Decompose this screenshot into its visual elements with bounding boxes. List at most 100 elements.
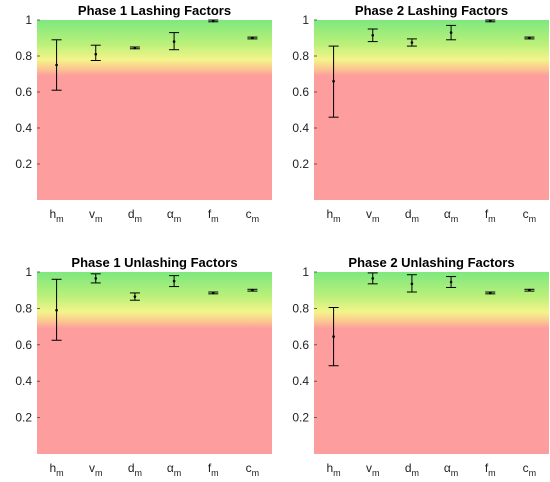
error-bar xyxy=(446,24,457,41)
y-tick-label: 0.6 xyxy=(292,85,309,99)
chart-panel-1: Phase 1 Lashing Factors 0.2 0.4 0.6 0.8 1 hm vm… xyxy=(15,3,272,224)
error-bar xyxy=(485,19,496,23)
mean-point xyxy=(251,36,254,40)
error-bar xyxy=(247,288,258,292)
x-tick-label: fm xyxy=(485,207,496,224)
y-tick-label: 0.8 xyxy=(15,49,32,63)
error-bar xyxy=(406,274,417,293)
x-tick-label: dm xyxy=(128,207,142,224)
error-bar xyxy=(169,32,180,51)
y-tick-label: 1 xyxy=(25,13,32,27)
y-tick-label: 0.2 xyxy=(292,157,309,171)
mean-point xyxy=(172,279,176,283)
y-tick-label: 0.6 xyxy=(15,85,32,99)
error-bar xyxy=(406,38,417,47)
error-bar xyxy=(485,291,496,295)
x-tick-label: dm xyxy=(405,207,419,224)
x-tick-label: cm xyxy=(523,461,537,478)
error-bar xyxy=(90,273,101,284)
mean-point xyxy=(55,308,58,312)
mean-point xyxy=(251,288,254,292)
y-tick-label: 0.4 xyxy=(292,374,309,388)
x-tick-label: vm xyxy=(366,461,380,478)
error-bar xyxy=(328,45,339,118)
x-tick-label: αm xyxy=(167,461,181,478)
y-tick-label: 0.6 xyxy=(15,338,32,352)
chart-panel-3: Phase 1 Unlashing Factors 0.2 0.4 0.6 0.8 1 hm… xyxy=(15,255,272,478)
chart-title: Phase 2 Unlashing Factors xyxy=(348,255,514,270)
x-tick-label: fm xyxy=(485,461,496,478)
x-tick-label: dm xyxy=(128,461,142,478)
mean-point xyxy=(410,41,414,44)
background-zones xyxy=(314,272,549,454)
mean-point xyxy=(449,31,453,34)
x-tick-label: αm xyxy=(444,461,458,478)
chart-panel-2: Phase 2 Lashing Factors 0.2 0.4 0.6 0.8 1 hm vm… xyxy=(292,3,549,224)
y-tick-label: 1 xyxy=(302,265,309,279)
x-tick-label: hm xyxy=(326,207,340,224)
background-zones xyxy=(314,20,549,200)
error-bar xyxy=(247,36,258,40)
error-bar xyxy=(90,44,101,61)
mean-point xyxy=(528,288,531,292)
x-tick-label: vm xyxy=(89,207,103,224)
y-tick-label: 0.6 xyxy=(292,338,309,352)
y-tick-label: 0.2 xyxy=(15,157,32,171)
background-zones xyxy=(37,20,272,200)
error-bar xyxy=(169,275,180,288)
x-tick-label: cm xyxy=(246,461,260,478)
x-tick-label: vm xyxy=(366,207,380,224)
mean-point xyxy=(133,295,137,298)
y-tick-label: 0.4 xyxy=(15,374,32,388)
x-tick-label: dm xyxy=(405,461,419,478)
x-tick-label: fm xyxy=(208,461,219,478)
error-bar xyxy=(129,292,140,301)
y-tick-label: 1 xyxy=(302,13,309,27)
error-bar xyxy=(129,46,140,50)
chart-title: Phase 1 Unlashing Factors xyxy=(71,255,237,270)
error-bar xyxy=(446,276,457,288)
error-bar xyxy=(524,288,535,292)
y-tick-label: 0.8 xyxy=(292,301,309,315)
chart-title: Phase 2 Lashing Factors xyxy=(355,3,508,18)
error-bar xyxy=(51,278,62,341)
error-bar xyxy=(524,36,535,40)
y-tick-label: 0.4 xyxy=(292,121,309,135)
mean-point xyxy=(410,282,414,286)
mean-point xyxy=(211,291,215,295)
y-tick-label: 0.2 xyxy=(292,411,309,425)
mean-point xyxy=(488,19,492,23)
x-tick-label: hm xyxy=(49,207,63,224)
mean-point xyxy=(332,79,335,83)
x-tick-label: αm xyxy=(167,207,181,224)
y-tick-label: 0.2 xyxy=(15,411,32,425)
chart-title: Phase 1 Lashing Factors xyxy=(78,3,231,18)
mean-point xyxy=(94,277,98,280)
mean-point xyxy=(211,19,215,23)
mean-point xyxy=(371,277,375,280)
mean-point xyxy=(94,52,98,56)
x-tick-label: hm xyxy=(326,461,340,478)
mean-point xyxy=(172,40,176,43)
background-zones xyxy=(37,272,272,454)
x-tick-label: hm xyxy=(49,461,63,478)
y-tick-label: 0.8 xyxy=(292,49,309,63)
error-bar xyxy=(208,19,219,23)
y-tick-label: 0.4 xyxy=(15,121,32,135)
error-bar xyxy=(367,28,378,43)
mean-point xyxy=(133,46,137,50)
chart-panel-4: Phase 2 Unlashing Factors 0.2 0.4 0.6 0.8 1 hm… xyxy=(292,255,549,478)
mean-point xyxy=(488,291,492,295)
mean-point xyxy=(332,335,335,338)
x-tick-label: cm xyxy=(246,207,260,224)
mean-point xyxy=(55,63,58,67)
error-bar xyxy=(208,291,219,295)
x-tick-label: fm xyxy=(208,207,219,224)
mean-point xyxy=(371,34,375,37)
error-bar xyxy=(367,272,378,285)
y-tick-label: 0.8 xyxy=(15,301,32,315)
x-tick-label: vm xyxy=(89,461,103,478)
mean-point xyxy=(528,36,531,40)
error-bar xyxy=(328,306,339,367)
